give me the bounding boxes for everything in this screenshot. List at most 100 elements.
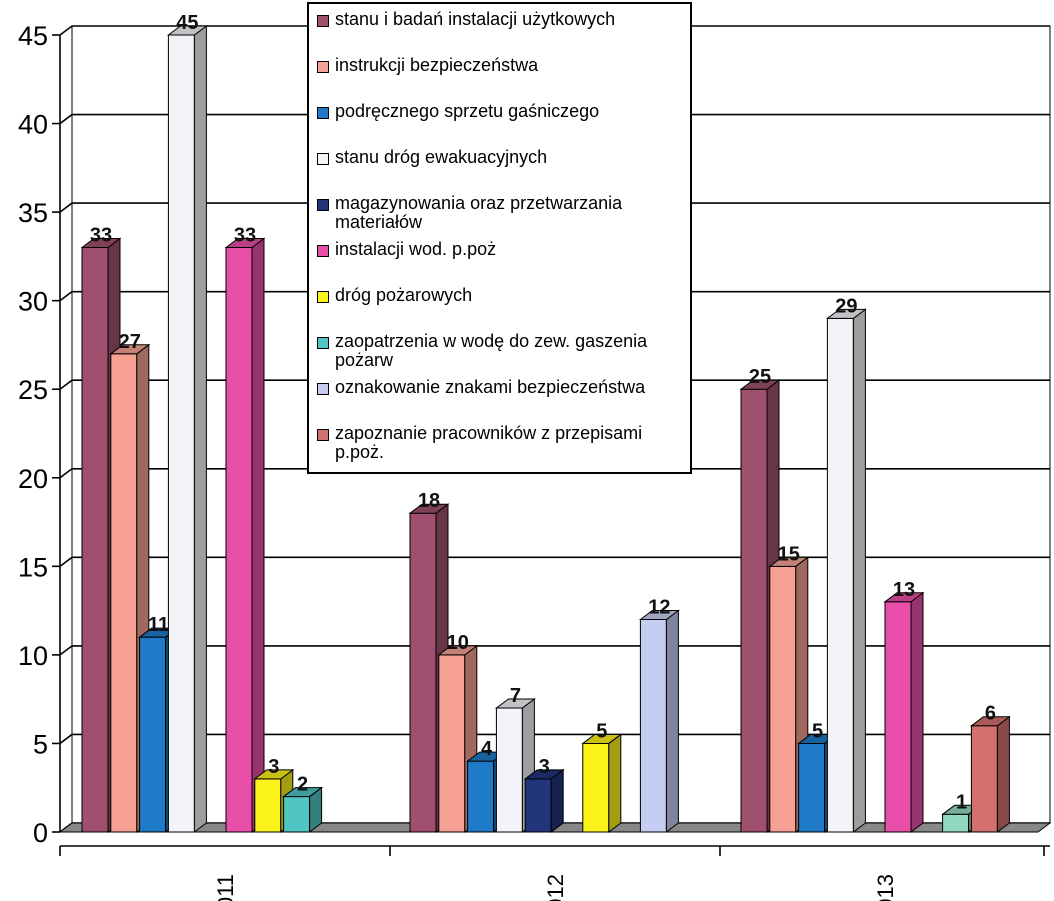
gridline bbox=[59, 467, 1050, 479]
data-label: 3 bbox=[539, 756, 550, 778]
bar-top bbox=[638, 609, 680, 620]
legend-swatch bbox=[317, 383, 329, 395]
legend-label: oznakowanie znakami bezpieczeństwa bbox=[335, 377, 646, 397]
legend-item: magazynowania oraz przetwarzania materia… bbox=[317, 194, 686, 240]
bar-front bbox=[826, 317, 854, 833]
bar-side bbox=[665, 609, 679, 833]
data-label: 25 bbox=[749, 366, 771, 388]
legend-swatch bbox=[317, 107, 329, 119]
bar-front bbox=[283, 796, 311, 833]
bar bbox=[969, 715, 1011, 833]
y-tick-label: 0 bbox=[33, 818, 48, 848]
bar-front bbox=[409, 512, 437, 833]
bar-front bbox=[582, 742, 610, 833]
bar bbox=[494, 698, 536, 833]
data-label: 2 bbox=[297, 774, 308, 796]
data-label: 3 bbox=[268, 756, 279, 778]
legend-item: zapoznanie pracowników z przepisami p.po… bbox=[317, 424, 686, 470]
data-label: 5 bbox=[596, 720, 607, 742]
legend-swatch bbox=[317, 61, 329, 73]
data-label: 7 bbox=[510, 685, 521, 707]
legend-label: instrukcji bezpieczeństwa bbox=[335, 55, 539, 75]
gridline bbox=[59, 645, 1050, 656]
bar-side bbox=[910, 591, 924, 833]
legend-item: instalacji wod. p.poż bbox=[317, 240, 686, 286]
bar-front bbox=[110, 353, 138, 833]
bar-top bbox=[883, 592, 925, 603]
gridline bbox=[59, 113, 1050, 125]
bar-side bbox=[550, 768, 564, 833]
bar-front bbox=[225, 247, 253, 833]
bar-top bbox=[825, 308, 867, 319]
bar-front bbox=[467, 760, 495, 833]
bar bbox=[739, 379, 781, 833]
y-tick-label: 5 bbox=[33, 729, 48, 759]
bar-side bbox=[852, 308, 866, 833]
gridline bbox=[59, 556, 1050, 567]
data-label: 13 bbox=[893, 579, 915, 601]
data-label: 5 bbox=[812, 720, 823, 742]
legend-swatch bbox=[317, 291, 329, 303]
gridline bbox=[59, 733, 1050, 745]
y-tick-label: 40 bbox=[18, 110, 48, 140]
legend-label: zaopatrzenia w wodę do zew. gaszenia poż… bbox=[335, 331, 648, 370]
legend-item: instrukcji bezpieczeństwa bbox=[317, 56, 686, 102]
bar-top bbox=[109, 344, 151, 355]
legend-label: zapoznanie pracowników z przepisami p.po… bbox=[335, 423, 643, 462]
legend-swatch bbox=[317, 153, 329, 165]
data-label: 4 bbox=[481, 738, 493, 760]
bar-top bbox=[739, 379, 781, 390]
y-tick-label: 15 bbox=[18, 552, 48, 582]
bar-side bbox=[996, 715, 1010, 833]
bar-top bbox=[166, 25, 208, 36]
legend-swatch bbox=[317, 199, 329, 211]
x-category-label: 2011 bbox=[213, 874, 238, 901]
bar-front bbox=[798, 742, 826, 833]
y-tick-label: 45 bbox=[18, 21, 48, 51]
legend-label: instalacji wod. p.poż bbox=[335, 239, 497, 259]
bar-top bbox=[437, 645, 479, 656]
legend: stanu i badań instalacji użytkowych instr… bbox=[307, 2, 692, 474]
y-tick-label: 35 bbox=[18, 198, 48, 228]
data-label: 33 bbox=[234, 225, 256, 247]
gridline bbox=[59, 202, 1050, 213]
legend-label: stanu i badań instalacji użytkowych bbox=[335, 9, 616, 29]
bar-front bbox=[884, 601, 912, 833]
bar bbox=[523, 768, 565, 833]
data-label: 10 bbox=[447, 632, 469, 654]
bar-front bbox=[740, 388, 768, 833]
bar-front bbox=[167, 34, 195, 833]
bar bbox=[166, 25, 208, 833]
bar-top bbox=[494, 698, 536, 709]
bar-top bbox=[408, 503, 450, 514]
data-label: 27 bbox=[119, 331, 141, 353]
data-label: 15 bbox=[778, 543, 800, 565]
bar-top bbox=[523, 769, 565, 780]
data-label: 33 bbox=[90, 225, 112, 247]
data-label: 12 bbox=[648, 596, 670, 618]
bar-front bbox=[438, 654, 466, 833]
gridline bbox=[59, 290, 1050, 302]
legend-item: zaopatrzenia w wodę do zew. gaszenia poż… bbox=[317, 332, 686, 378]
legend-item: dróg pożarowych bbox=[317, 286, 686, 332]
bar-front bbox=[970, 725, 998, 833]
bar-top bbox=[768, 556, 810, 567]
bar bbox=[282, 786, 324, 833]
data-label: 6 bbox=[985, 703, 996, 725]
legend-item: stanu dróg ewakuacyjnych bbox=[317, 148, 686, 194]
gridline bbox=[59, 25, 1050, 36]
legend-item: podręcznego sprzetu gaśniczego bbox=[317, 102, 686, 148]
x-category-label: 2012 bbox=[543, 874, 568, 901]
legend-swatch bbox=[317, 15, 329, 27]
y-tick-label: 30 bbox=[18, 287, 48, 317]
legend-label: stanu dróg ewakuacyjnych bbox=[335, 147, 548, 167]
bar-top bbox=[581, 733, 623, 744]
bar-top bbox=[80, 238, 122, 249]
bar-side bbox=[608, 733, 622, 833]
y-tick-label: 20 bbox=[18, 464, 48, 494]
bar bbox=[638, 609, 680, 833]
data-label: 1 bbox=[956, 791, 967, 813]
bar-top bbox=[969, 716, 1011, 727]
